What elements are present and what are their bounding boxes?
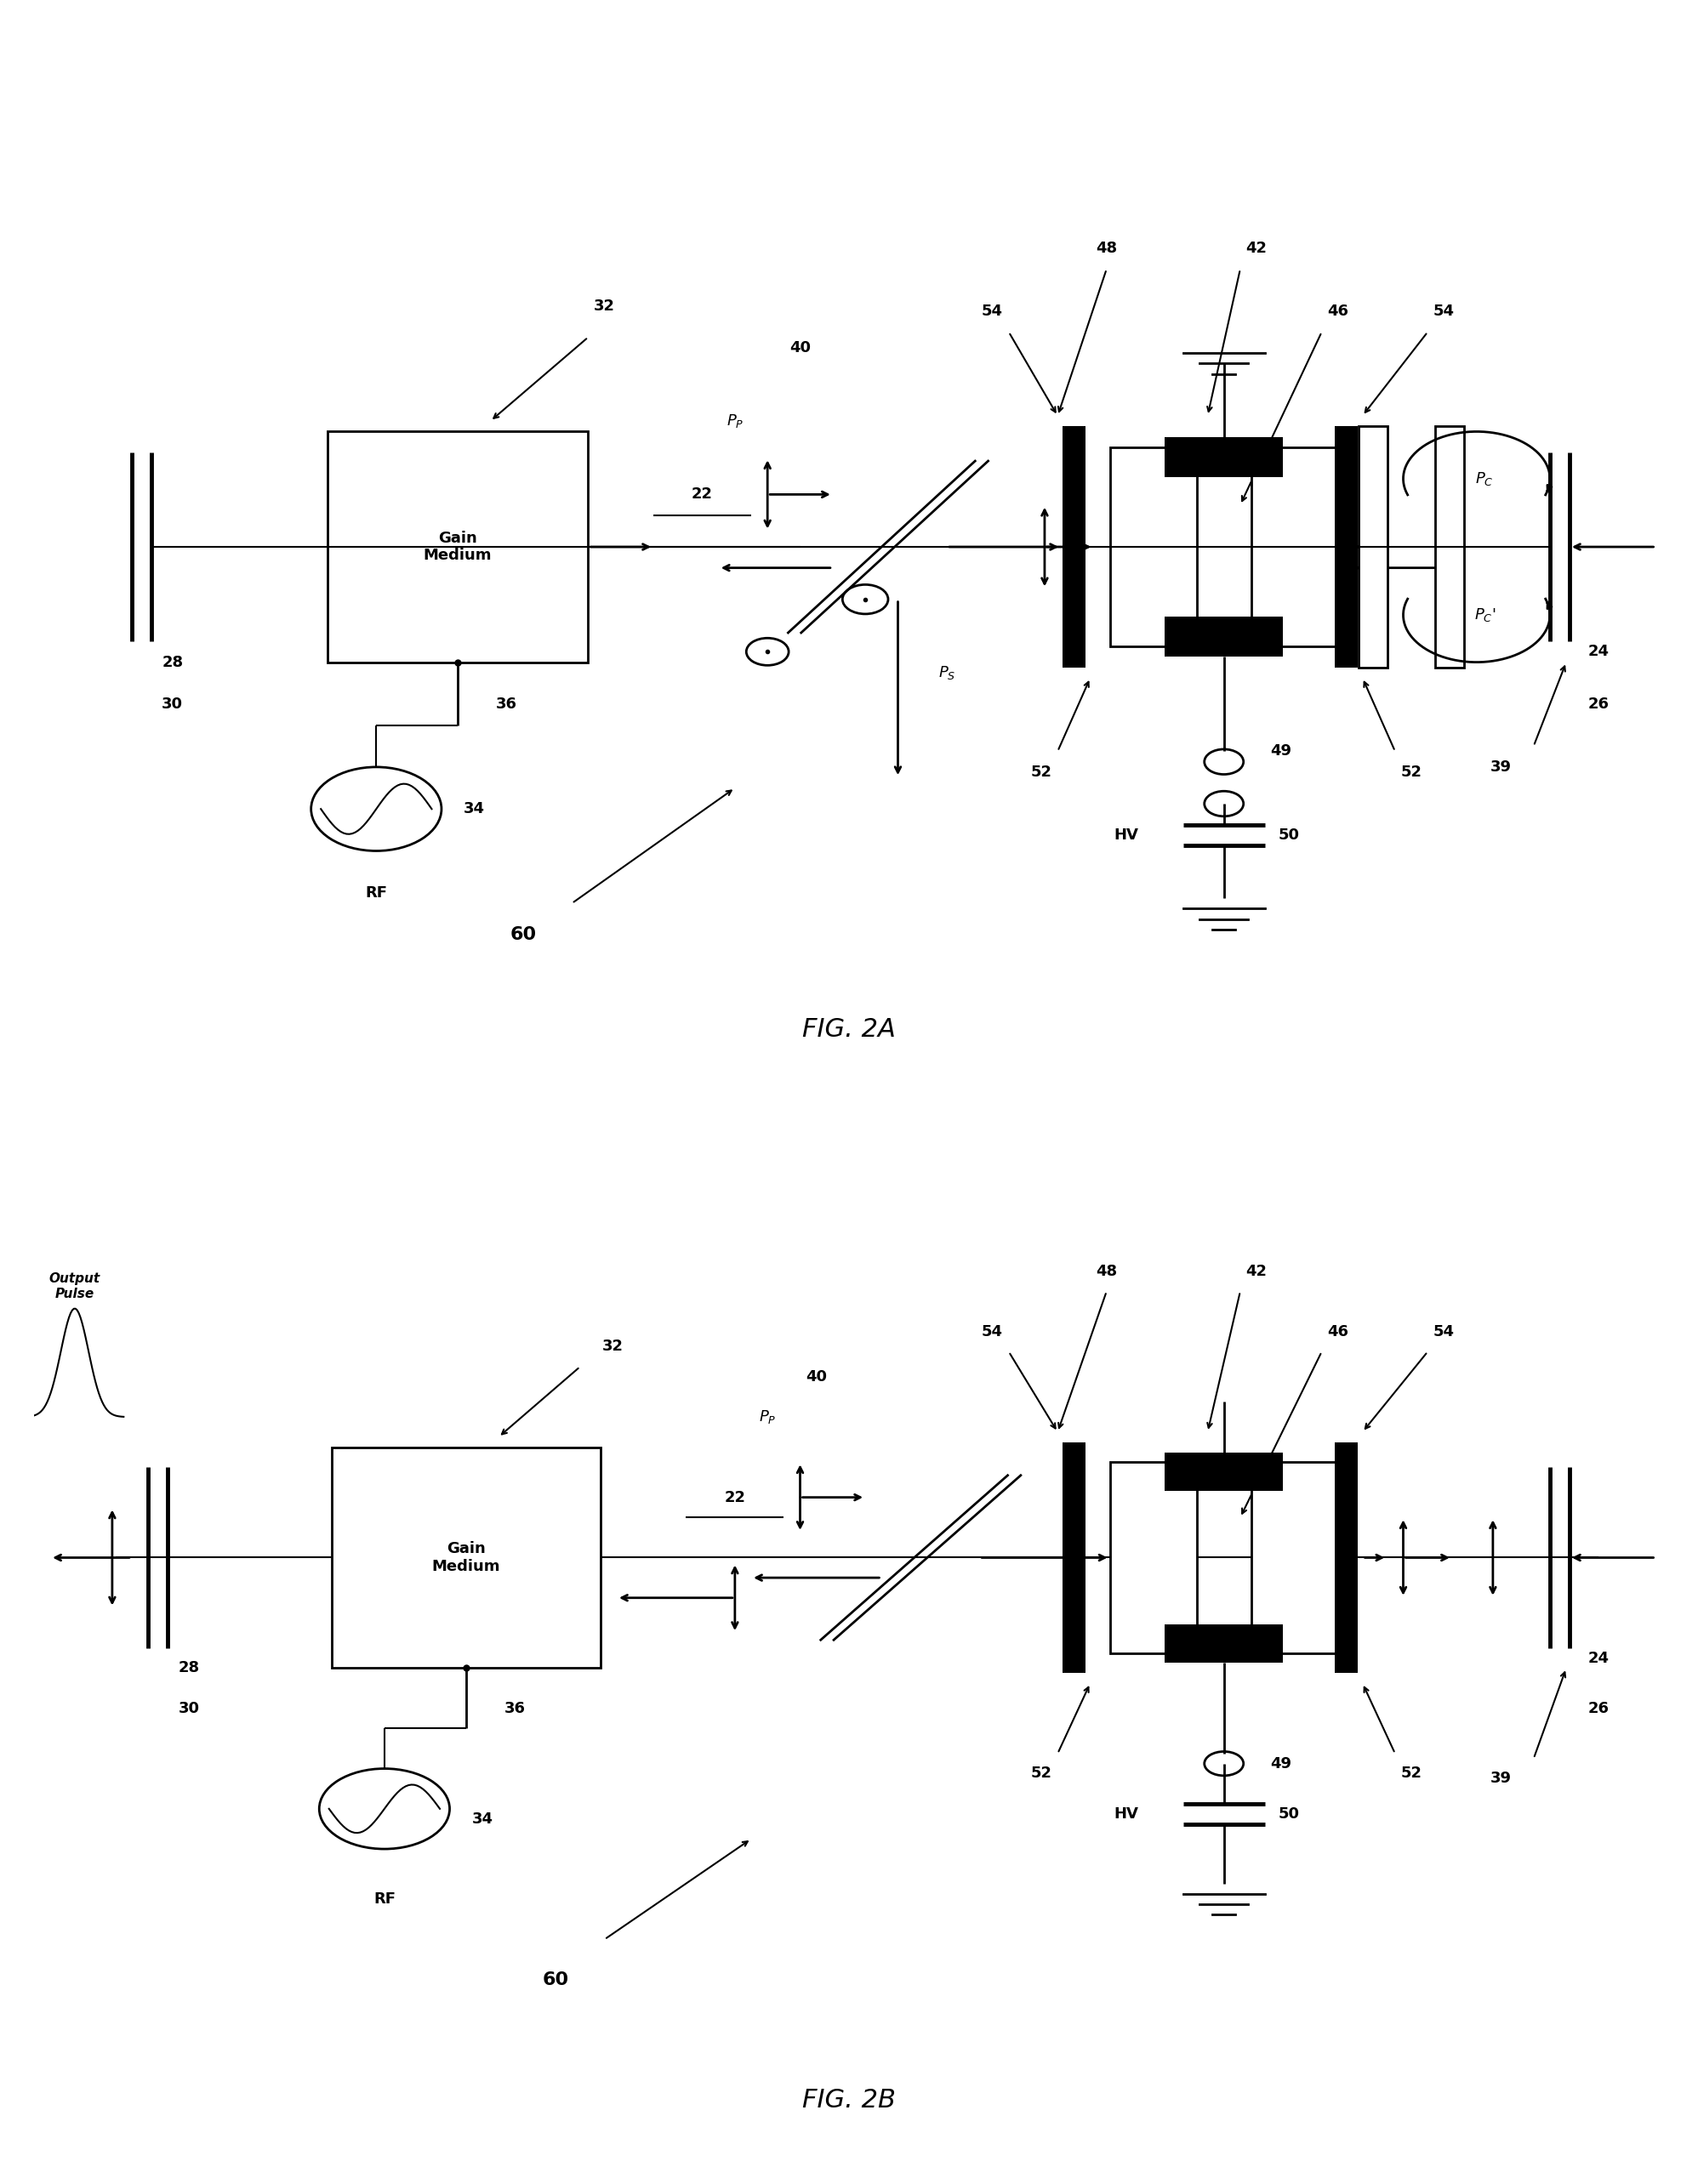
Text: 48: 48 bbox=[1095, 240, 1117, 256]
Text: RF: RF bbox=[365, 885, 387, 900]
Text: 36: 36 bbox=[496, 697, 518, 712]
Text: $P_S$: $P_S$ bbox=[937, 664, 956, 681]
Text: 54: 54 bbox=[981, 304, 1004, 319]
Bar bbox=[1335, 1441, 1358, 1673]
Text: 49: 49 bbox=[1270, 743, 1292, 760]
Text: 30: 30 bbox=[178, 1701, 199, 1717]
Text: FIG. 2B: FIG. 2B bbox=[801, 2088, 897, 2112]
Bar bbox=[331, 1448, 601, 1669]
Bar bbox=[1165, 437, 1284, 476]
Text: 60: 60 bbox=[542, 1972, 569, 1987]
Bar bbox=[1435, 426, 1464, 668]
Text: 49: 49 bbox=[1270, 1756, 1292, 1771]
Text: 40: 40 bbox=[807, 1369, 827, 1385]
Text: 40: 40 bbox=[790, 341, 810, 356]
Text: $P_P$: $P_P$ bbox=[727, 413, 744, 430]
Text: Gain
Medium: Gain Medium bbox=[423, 531, 492, 563]
Text: 39: 39 bbox=[1491, 1771, 1511, 1787]
Text: 52: 52 bbox=[1401, 1767, 1421, 1782]
Bar bbox=[1110, 1463, 1197, 1653]
Text: 48: 48 bbox=[1095, 1265, 1117, 1280]
Bar bbox=[1063, 426, 1085, 668]
Text: 26: 26 bbox=[1588, 1701, 1610, 1717]
Text: 42: 42 bbox=[1246, 240, 1267, 256]
Text: 30: 30 bbox=[161, 697, 183, 712]
Bar bbox=[328, 432, 588, 662]
Text: 32: 32 bbox=[603, 1339, 623, 1354]
Bar bbox=[1063, 1441, 1085, 1673]
Text: FIG. 2A: FIG. 2A bbox=[801, 1018, 897, 1042]
Text: 28: 28 bbox=[178, 1660, 199, 1675]
Text: 22: 22 bbox=[691, 487, 713, 502]
Text: 39: 39 bbox=[1491, 760, 1511, 775]
Text: 26: 26 bbox=[1588, 697, 1610, 712]
Bar bbox=[1335, 426, 1358, 668]
Text: 50: 50 bbox=[1279, 1806, 1299, 1821]
Text: 60: 60 bbox=[509, 926, 537, 943]
Text: 42: 42 bbox=[1246, 1265, 1267, 1280]
Bar bbox=[1165, 1625, 1284, 1662]
Text: 54: 54 bbox=[981, 1324, 1004, 1339]
Text: 22: 22 bbox=[725, 1489, 745, 1505]
Text: 34: 34 bbox=[472, 1811, 492, 1826]
Text: 46: 46 bbox=[1328, 1324, 1348, 1339]
Text: 24: 24 bbox=[1588, 1651, 1610, 1666]
Text: RF: RF bbox=[374, 1891, 396, 1907]
Text: $P_P$: $P_P$ bbox=[759, 1409, 776, 1426]
Text: 46: 46 bbox=[1328, 304, 1348, 319]
Bar bbox=[1110, 448, 1197, 646]
Text: 36: 36 bbox=[504, 1701, 525, 1717]
Text: 28: 28 bbox=[161, 655, 183, 670]
Bar bbox=[1358, 426, 1387, 668]
Text: 52: 52 bbox=[1031, 1767, 1053, 1782]
Text: 52: 52 bbox=[1401, 764, 1421, 780]
Text: Output
Pulse: Output Pulse bbox=[49, 1273, 100, 1299]
Text: 34: 34 bbox=[464, 802, 484, 817]
Text: 52: 52 bbox=[1031, 764, 1053, 780]
Text: 32: 32 bbox=[594, 297, 615, 314]
Text: HV: HV bbox=[1114, 828, 1138, 843]
Text: 50: 50 bbox=[1279, 828, 1299, 843]
Text: 54: 54 bbox=[1433, 1324, 1455, 1339]
Bar bbox=[1251, 448, 1338, 646]
Text: 24: 24 bbox=[1588, 644, 1610, 660]
Text: $P_C$: $P_C$ bbox=[1476, 470, 1494, 487]
Bar bbox=[1165, 1452, 1284, 1492]
Text: 54: 54 bbox=[1433, 304, 1455, 319]
Text: Gain
Medium: Gain Medium bbox=[431, 1542, 501, 1575]
Text: HV: HV bbox=[1114, 1806, 1138, 1821]
Text: $P_C$': $P_C$' bbox=[1474, 607, 1496, 622]
Bar bbox=[1165, 616, 1284, 657]
Bar bbox=[1251, 1463, 1338, 1653]
